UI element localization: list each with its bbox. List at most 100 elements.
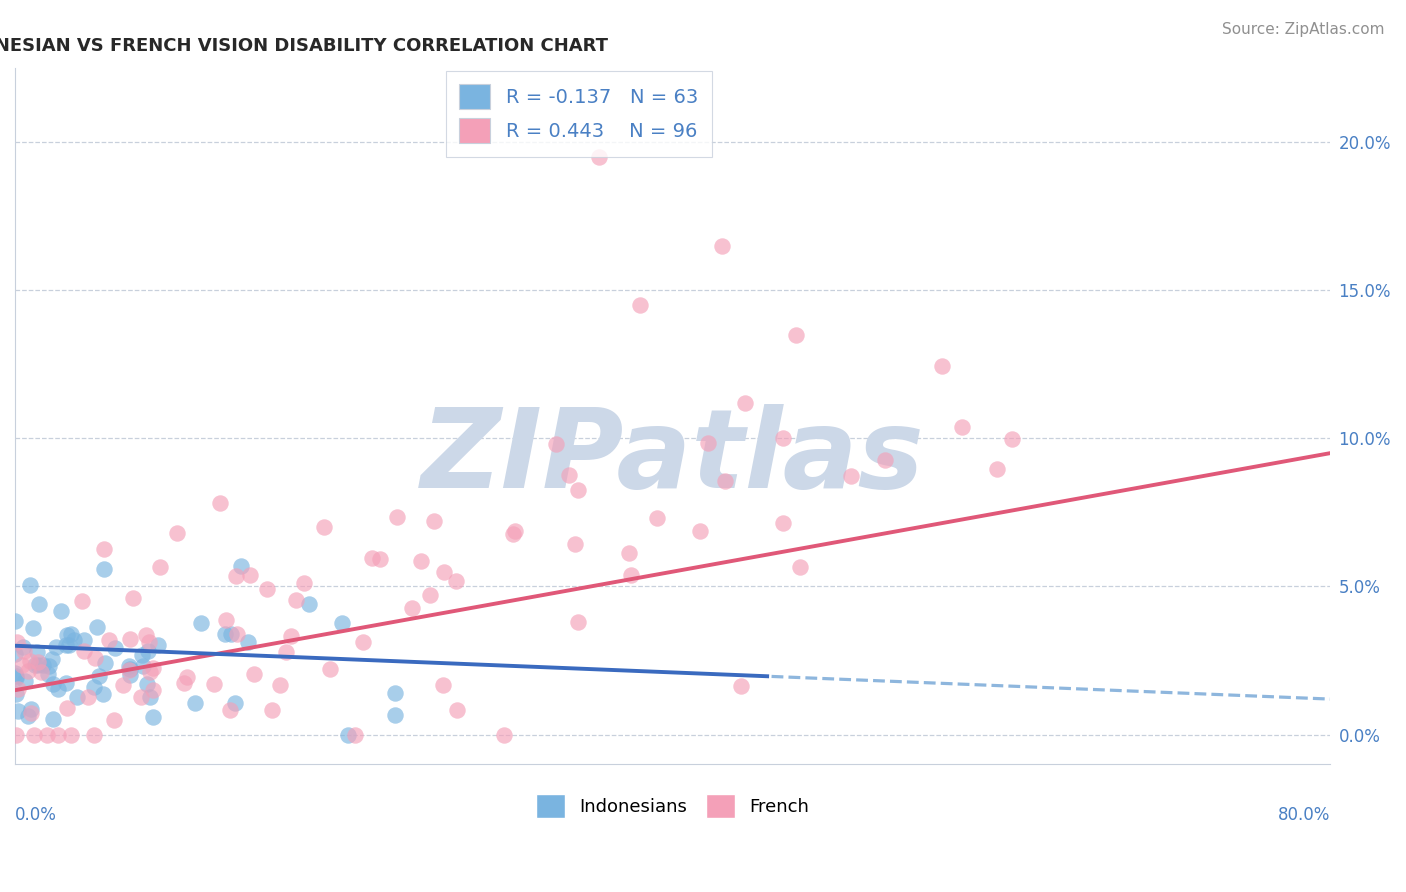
Point bbox=[7, 681, 30, 696]
Point bbox=[93, 562, 115, 576]
Point bbox=[17, 709, 39, 723]
Point bbox=[503, 524, 526, 538]
Point bbox=[4, 668, 27, 682]
Point bbox=[131, 648, 153, 662]
Point bbox=[696, 436, 718, 450]
Point bbox=[557, 467, 579, 482]
Point bbox=[546, 437, 568, 451]
Point bbox=[86, 620, 108, 634]
Point bbox=[142, 682, 165, 697]
Text: 80.0%: 80.0% bbox=[1278, 806, 1330, 824]
Point bbox=[269, 678, 291, 692]
Point bbox=[142, 661, 165, 675]
Point bbox=[444, 574, 467, 588]
Point bbox=[94, 656, 117, 670]
Point bbox=[176, 670, 198, 684]
Point bbox=[285, 592, 308, 607]
Point bbox=[55, 701, 77, 715]
Point bbox=[118, 659, 141, 673]
Point bbox=[337, 728, 360, 742]
Point bbox=[215, 613, 238, 627]
Point bbox=[46, 728, 69, 742]
Point bbox=[55, 638, 77, 652]
Point bbox=[343, 728, 366, 742]
Point bbox=[63, 632, 86, 647]
Point bbox=[91, 687, 114, 701]
Point bbox=[14, 673, 37, 688]
Point bbox=[190, 615, 212, 630]
Point bbox=[214, 627, 236, 641]
Point bbox=[120, 667, 142, 681]
Point bbox=[432, 678, 454, 692]
Point bbox=[142, 710, 165, 724]
Point bbox=[84, 650, 107, 665]
Point bbox=[588, 150, 610, 164]
Point bbox=[120, 662, 142, 676]
Point bbox=[492, 728, 515, 742]
Point bbox=[298, 597, 321, 611]
Point bbox=[218, 703, 240, 717]
Point bbox=[60, 627, 83, 641]
Point bbox=[446, 703, 468, 717]
Point bbox=[4, 671, 27, 685]
Point bbox=[384, 708, 406, 723]
Point bbox=[22, 728, 45, 742]
Point bbox=[772, 516, 794, 531]
Point bbox=[22, 621, 45, 635]
Point bbox=[77, 690, 100, 704]
Point bbox=[368, 552, 391, 566]
Legend: R = -0.137   N = 63, R = 0.443    N = 96: R = -0.137 N = 63, R = 0.443 N = 96 bbox=[446, 70, 711, 157]
Point bbox=[239, 568, 262, 582]
Point bbox=[4, 648, 27, 662]
Point bbox=[433, 565, 456, 579]
Point bbox=[262, 704, 284, 718]
Point bbox=[352, 634, 374, 648]
Point bbox=[18, 578, 41, 592]
Point bbox=[139, 665, 162, 679]
Point bbox=[20, 706, 42, 720]
Point bbox=[332, 616, 354, 631]
Point bbox=[98, 632, 121, 647]
Text: Source: ZipAtlas.com: Source: ZipAtlas.com bbox=[1222, 22, 1385, 37]
Point bbox=[734, 396, 756, 410]
Point bbox=[645, 511, 668, 525]
Point bbox=[72, 594, 94, 608]
Point bbox=[567, 483, 589, 497]
Point bbox=[11, 658, 34, 673]
Point bbox=[18, 655, 41, 669]
Point bbox=[710, 239, 733, 253]
Point bbox=[502, 527, 524, 541]
Point bbox=[224, 696, 246, 710]
Point bbox=[4, 614, 27, 628]
Point bbox=[136, 644, 159, 658]
Point bbox=[30, 665, 52, 680]
Point bbox=[209, 496, 232, 510]
Point bbox=[280, 629, 302, 643]
Point bbox=[256, 582, 278, 596]
Point bbox=[6, 634, 28, 648]
Point bbox=[184, 696, 207, 710]
Point bbox=[7, 704, 30, 718]
Point bbox=[17, 664, 39, 678]
Point bbox=[384, 685, 406, 699]
Point bbox=[617, 546, 640, 560]
Point bbox=[56, 628, 79, 642]
Point bbox=[139, 690, 162, 704]
Point bbox=[1001, 432, 1024, 446]
Point bbox=[73, 644, 96, 658]
Point bbox=[4, 666, 27, 681]
Point bbox=[873, 453, 896, 467]
Point bbox=[714, 474, 737, 488]
Point bbox=[292, 576, 315, 591]
Point bbox=[122, 591, 145, 606]
Point bbox=[564, 537, 586, 551]
Point bbox=[104, 640, 127, 655]
Text: 0.0%: 0.0% bbox=[15, 806, 56, 824]
Point bbox=[11, 640, 34, 654]
Point bbox=[986, 462, 1008, 476]
Point bbox=[4, 688, 27, 702]
Point bbox=[135, 628, 157, 642]
Point bbox=[27, 658, 49, 673]
Point bbox=[87, 668, 110, 682]
Point bbox=[229, 559, 252, 574]
